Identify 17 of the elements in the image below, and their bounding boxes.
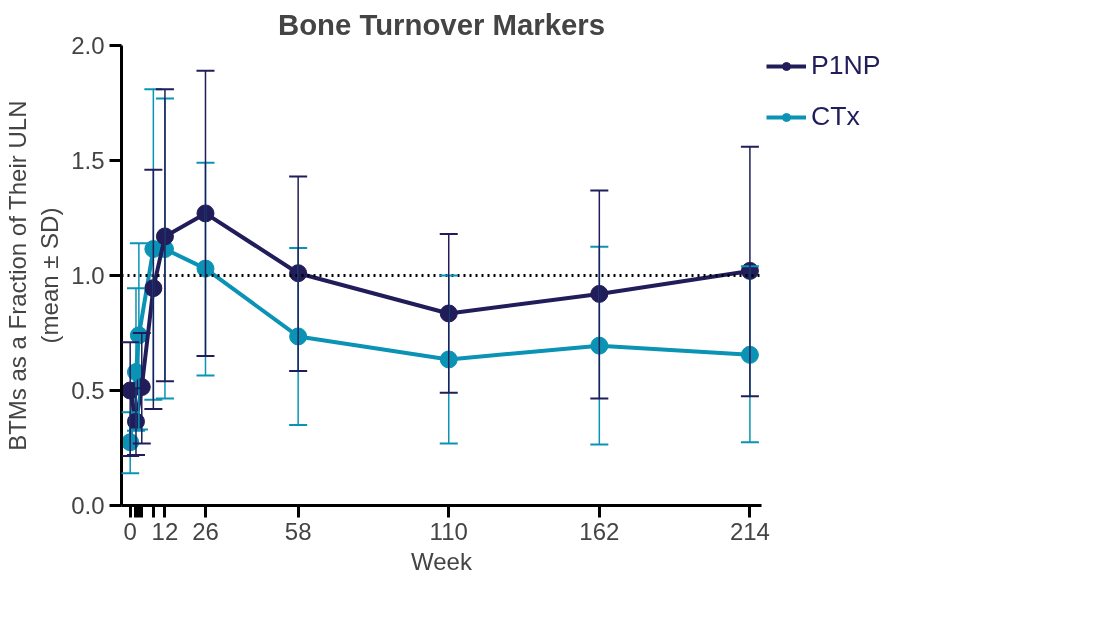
chart-title: Bone Turnover Markers: [277, 7, 606, 41]
y-tick-label: 0.5: [71, 377, 105, 404]
x-tick-label: 0: [123, 517, 137, 545]
x-tick-label: 58: [284, 517, 312, 545]
x-tick-label: 26: [192, 517, 219, 545]
y-tick-label: 0.0: [71, 492, 105, 519]
x-tick-label: 214: [729, 517, 770, 545]
y-axis-title: BTMs as a Fraction of Their ULN (mean ± SD): [3, 100, 64, 451]
legend-label: CTx: [811, 101, 860, 132]
x-tick-label: 162: [579, 517, 620, 545]
x-axis-title: Week: [411, 547, 473, 575]
y-tick-label: 1.5: [71, 147, 105, 174]
x-tick-label: 12: [151, 517, 179, 545]
legend-label: P1NP: [811, 50, 881, 81]
y-tick-label: 2.0: [71, 32, 105, 59]
y-tick-label: 1.0: [71, 262, 105, 289]
x-tick-label: 110: [429, 517, 468, 545]
